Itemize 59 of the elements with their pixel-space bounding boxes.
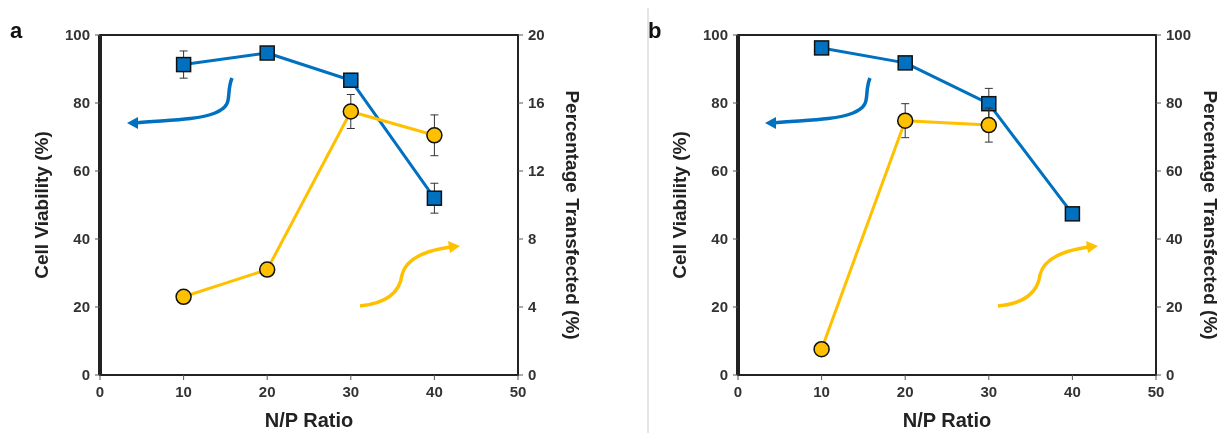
point — [426, 127, 443, 144]
x-tick-label: 40 — [1064, 383, 1081, 400]
y-tick-label: 40 — [711, 230, 728, 247]
y-tick-label: 100 — [64, 26, 90, 43]
y-tick-label: 60 — [73, 162, 90, 179]
y2-tick-label: 100 — [1166, 26, 1192, 43]
point — [897, 55, 913, 71]
text: a — [10, 18, 23, 43]
y2-tick-label: 0 — [1166, 366, 1175, 383]
point — [981, 95, 997, 112]
y2-axis-title: Percentage Transfected (%) — [562, 90, 583, 340]
x-tick-label: 10 — [813, 383, 830, 400]
x-tick-label: 20 — [896, 383, 914, 400]
y-axis-title: Cell Viability (%) — [31, 131, 52, 279]
point — [980, 116, 998, 134]
y-tick-label: 0 — [719, 366, 728, 383]
y-tick-label: 0 — [81, 366, 90, 383]
y-tick-label: 40 — [73, 230, 90, 247]
y2-tick-label: 4 — [528, 298, 537, 315]
x-axis-title: N/P Ratio — [902, 409, 992, 431]
x-tick-label: 50 — [1147, 383, 1165, 400]
y2-tick-label: 20 — [528, 26, 545, 43]
x-tick-label: 0 — [733, 383, 743, 400]
x-tick-label: 20 — [258, 383, 276, 400]
point — [175, 56, 192, 73]
y-tick-label: 80 — [73, 94, 90, 111]
x-tick-label: 10 — [175, 383, 192, 400]
y2-tick-label: 0 — [528, 366, 537, 383]
y-tick-label: 20 — [73, 298, 90, 315]
y-tick-label: 60 — [711, 162, 728, 179]
y-axis-title: Cell Viability (%) — [669, 131, 690, 279]
point — [426, 190, 443, 206]
y-tick-label: 20 — [711, 298, 728, 315]
point — [258, 261, 276, 278]
y2-tick-label: 8 — [528, 230, 537, 247]
x-axis-title: N/P Ratio — [264, 409, 354, 431]
x-tick-label: 30 — [342, 383, 360, 400]
text: b — [648, 18, 662, 43]
y2-axis-title: Percentage Transfected (%) — [1200, 90, 1221, 340]
x-tick-label: 40 — [426, 383, 443, 400]
y2-tick-label: 80 — [1166, 94, 1183, 111]
y2-tick-label: 16 — [528, 94, 545, 111]
point — [175, 288, 192, 306]
y2-tick-label: 20 — [1166, 298, 1183, 315]
point — [896, 112, 914, 129]
y2-tick-label: 40 — [1166, 230, 1183, 247]
x-tick-label: 30 — [980, 383, 998, 400]
y-tick-label: 80 — [711, 94, 728, 111]
y2-tick-label: 12 — [528, 162, 545, 179]
point — [813, 340, 830, 358]
x-tick-label: 50 — [509, 383, 527, 400]
point — [1064, 206, 1081, 222]
y-tick-label: 100 — [702, 26, 728, 43]
point — [342, 103, 360, 120]
x-tick-label: 0 — [95, 383, 105, 400]
point — [259, 45, 275, 61]
point — [343, 72, 359, 88]
point — [813, 40, 830, 56]
y2-tick-label: 60 — [1166, 162, 1183, 179]
